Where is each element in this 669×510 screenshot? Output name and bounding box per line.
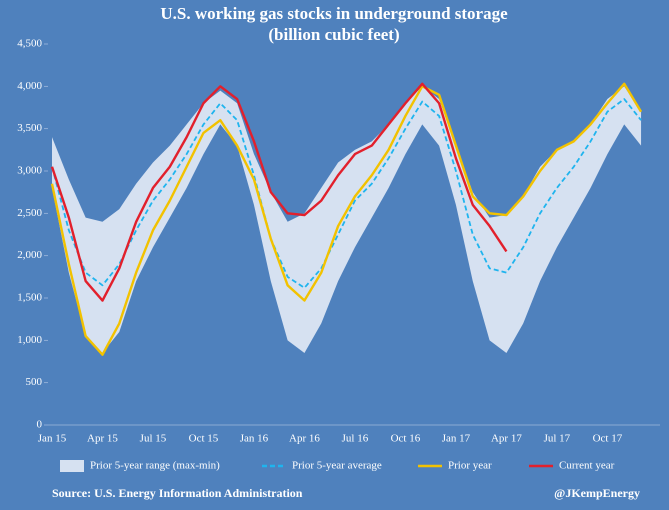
y-tick-label: 3,000: [17, 165, 42, 177]
x-tick-label: Oct 16: [391, 433, 421, 445]
credit: @JKempEnergy: [554, 486, 640, 500]
x-tick-label: Jan 16: [240, 433, 269, 445]
x-tick-label: Jul 16: [342, 433, 369, 445]
y-tick-label: 4,000: [17, 80, 42, 92]
legend-label: Prior 5-year average: [292, 460, 382, 472]
x-tick-label: Apr 17: [491, 433, 522, 445]
chart-title: U.S. working gas stocks in underground s…: [160, 4, 508, 23]
line: [50, 82, 508, 302]
range-area: [52, 86, 642, 354]
y-tick-label: 4,500: [17, 38, 42, 50]
y-tick-label: 1,500: [17, 292, 42, 304]
legend-label: Prior 5-year range (max-min): [90, 460, 220, 472]
legend-label: Current year: [559, 460, 615, 472]
chart-subtitle: (billion cubic feet): [268, 25, 399, 44]
x-tick-label: Jul 17: [544, 433, 571, 445]
x-tick-label: Apr 15: [87, 433, 118, 445]
y-tick-label: 2,000: [17, 249, 42, 261]
y-tick-label: 0: [37, 419, 43, 431]
legend-swatch: [60, 460, 84, 472]
y-tick-label: 1,000: [17, 334, 42, 346]
y-tick-label: 3,500: [17, 122, 42, 134]
x-tick-label: Apr 16: [289, 433, 320, 445]
x-tick-label: Oct 15: [189, 433, 219, 445]
y-tick-label: 2,500: [17, 207, 42, 219]
source: Source: U.S. Energy Information Administ…: [52, 486, 303, 500]
line: [51, 98, 642, 289]
x-tick-label: Jul 15: [140, 433, 167, 445]
line: [50, 82, 643, 356]
x-tick-label: Jan 17: [442, 433, 471, 445]
x-tick-label: Jan 15: [38, 433, 67, 445]
y-tick-label: 500: [26, 376, 43, 388]
legend-label: Prior year: [448, 460, 492, 472]
x-tick-label: Oct 17: [593, 433, 623, 445]
